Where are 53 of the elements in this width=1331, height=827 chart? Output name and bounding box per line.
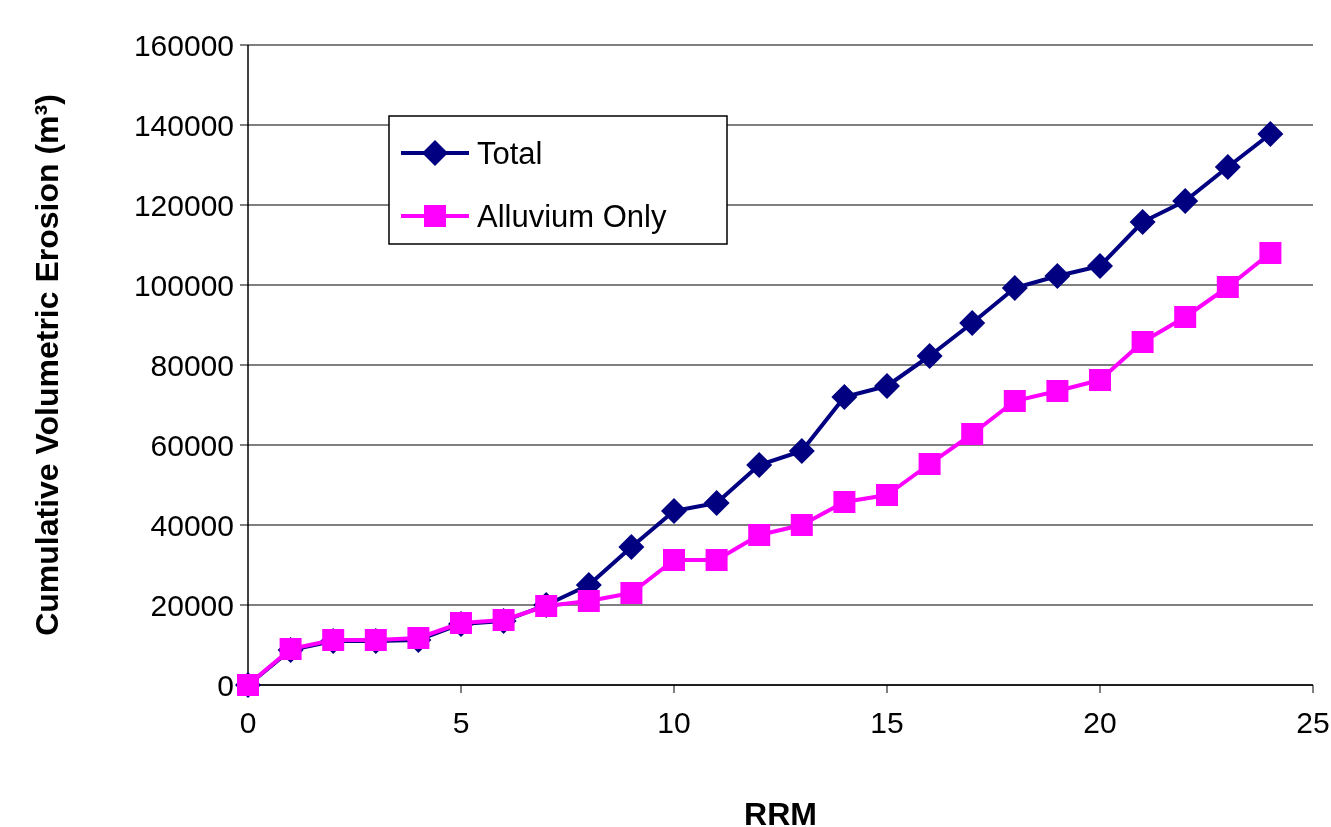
legend-label: Total (477, 135, 543, 171)
x-tick-label: 15 (870, 706, 904, 739)
point (661, 498, 687, 524)
y-tick-label: 140000 (133, 108, 234, 142)
point (705, 549, 728, 571)
y-tick-label: 0 (217, 668, 234, 702)
point (1003, 390, 1026, 412)
point (1172, 188, 1199, 214)
y-tick-label: 120000 (133, 188, 234, 222)
point (1216, 276, 1239, 298)
point (407, 627, 430, 649)
point (577, 590, 600, 612)
y-tick-label: 160000 (133, 28, 234, 62)
y-tick-label: 80000 (150, 348, 234, 382)
point (1257, 121, 1284, 147)
y-tick-label: 100000 (133, 268, 234, 302)
point (1129, 209, 1156, 235)
point (916, 343, 943, 369)
x-tick-label: 25 (1296, 706, 1330, 739)
y-tick-label: 20000 (150, 588, 234, 622)
point (748, 524, 771, 546)
x-axis-title: RRM (744, 796, 817, 827)
point (833, 491, 856, 513)
point (618, 534, 645, 560)
point (961, 423, 984, 445)
point (1259, 242, 1282, 264)
point (1174, 306, 1197, 328)
point (876, 484, 898, 506)
point (1087, 253, 1113, 279)
legend-label: Alluvium Only (477, 198, 667, 234)
point (831, 384, 858, 410)
point (959, 310, 986, 336)
point (1046, 380, 1069, 402)
point (1001, 275, 1028, 301)
x-tick-label: 20 (1083, 706, 1117, 739)
x-tick-label: 0 (239, 706, 257, 739)
y-tick-label: 60000 (150, 428, 234, 462)
point (1044, 263, 1071, 289)
point (918, 453, 941, 475)
point (1131, 331, 1154, 353)
point (620, 582, 643, 604)
y-tick-label: 40000 (150, 508, 234, 542)
point (1214, 154, 1241, 180)
x-tick-label: 5 (452, 706, 470, 739)
point (746, 452, 773, 478)
x-tick-label: 10 (657, 706, 691, 739)
point (790, 514, 813, 536)
y-axis-title: Cumulative Volumetric Erosion (m³) (29, 94, 65, 636)
point (1089, 369, 1111, 391)
point (788, 438, 815, 464)
point (663, 549, 685, 571)
point (703, 490, 730, 516)
point (874, 373, 900, 399)
